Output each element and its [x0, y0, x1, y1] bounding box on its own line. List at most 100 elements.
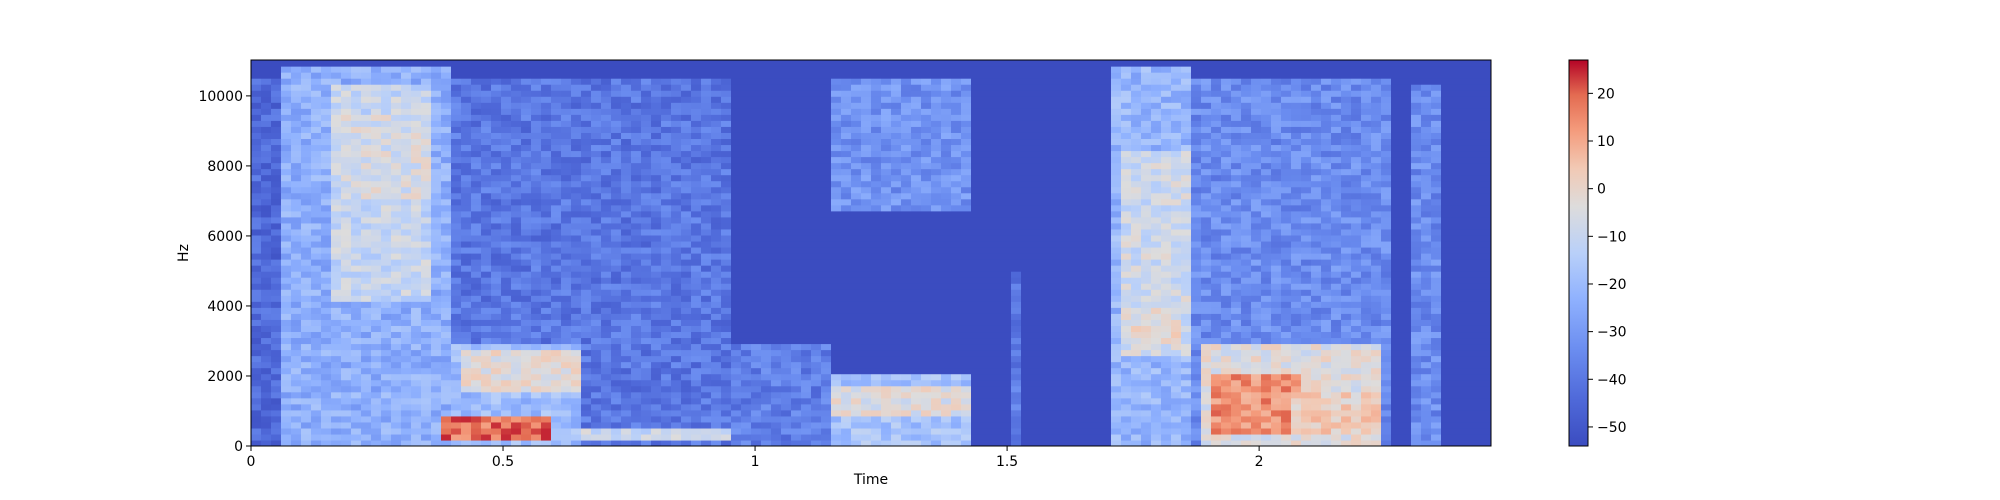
spectrogram-cell — [351, 319, 362, 326]
spectrogram-cell — [251, 210, 262, 218]
spectrogram-cell — [761, 349, 772, 357]
spectrogram-cell — [941, 421, 952, 429]
spectrogram-cell — [381, 313, 392, 320]
spectrogram-cell — [801, 427, 812, 435]
spectrogram-cell — [631, 331, 642, 339]
spectrogram-cell — [621, 397, 632, 405]
spectrogram-cell — [521, 108, 532, 115]
spectrogram-cell — [261, 349, 272, 357]
spectrogram-cell — [551, 174, 562, 182]
spectrogram-cell — [1011, 204, 1022, 212]
spectrogram-cell — [691, 156, 702, 164]
spectrogram-cell — [1011, 253, 1022, 260]
spectrogram-cell — [461, 259, 472, 266]
spectrogram-cell — [381, 204, 392, 212]
spectrogram-cell — [641, 283, 652, 290]
spectrogram-cell — [441, 373, 452, 381]
spectrogram-cell — [301, 343, 312, 351]
spectrogram-cell — [421, 96, 432, 103]
spectrogram-cell — [401, 240, 412, 248]
spectrogram-cell — [661, 144, 672, 152]
spectrogram-cell — [331, 385, 342, 393]
spectrogram-cell — [891, 307, 902, 314]
spectrogram-cell — [671, 114, 682, 121]
spectrogram-cell — [261, 355, 272, 363]
spectrogram-cell — [941, 439, 952, 446]
spectrogram-cell — [821, 132, 832, 140]
spectrogram-cell — [441, 343, 452, 351]
spectrogram-cell — [541, 427, 552, 435]
spectrogram-cell — [731, 228, 742, 236]
spectrogram-cell — [971, 313, 982, 320]
spectrogram-cell — [531, 277, 542, 284]
spectrogram-cell — [741, 168, 752, 176]
spectrogram-cell — [981, 265, 992, 272]
spectrogram-cell — [631, 234, 642, 242]
spectrogram-cell — [821, 114, 832, 121]
spectrogram-cell — [1001, 253, 1012, 260]
spectrogram-cell — [591, 216, 602, 224]
spectrogram-cell — [401, 222, 412, 230]
spectrogram-cell — [811, 427, 822, 435]
spectrogram-cell — [541, 355, 552, 363]
spectrogram-cell — [681, 168, 692, 176]
spectrogram-cell — [381, 379, 392, 387]
spectrogram-cell — [371, 361, 382, 369]
spectrogram-cell — [731, 373, 742, 381]
spectrogram-cell — [921, 204, 932, 212]
spectrogram-cell — [1001, 427, 1012, 435]
spectrogram-cell — [651, 271, 662, 278]
spectrogram-cell — [751, 162, 762, 170]
spectrogram-cell — [991, 96, 1002, 103]
spectrogram-cell — [911, 391, 922, 399]
spectrogram-cell — [871, 66, 882, 73]
spectrogram-cell — [321, 307, 332, 314]
spectrogram-cell — [671, 373, 682, 381]
spectrogram-cell — [991, 355, 1002, 363]
spectrogram-cell — [681, 192, 692, 200]
spectrogram-cell — [301, 138, 312, 146]
spectrogram-cell — [351, 66, 362, 73]
spectrogram-cell — [581, 391, 592, 399]
spectrogram-cell — [641, 433, 652, 441]
spectrogram-cell — [561, 403, 572, 411]
spectrogram-cell — [991, 144, 1002, 152]
spectrogram-cell — [901, 343, 912, 351]
spectrogram-cell — [591, 114, 602, 121]
spectrogram-cell — [411, 337, 422, 345]
spectrogram-cell — [501, 150, 512, 158]
spectrogram-cell — [941, 319, 952, 326]
spectrogram-cell — [821, 427, 832, 435]
spectrogram-cell — [821, 361, 832, 369]
spectrogram-cell — [381, 397, 392, 405]
spectrogram-cell — [851, 108, 862, 115]
spectrogram-cell — [811, 331, 822, 339]
spectrogram-cell — [641, 355, 652, 363]
spectrogram-cell — [611, 174, 622, 182]
spectrogram-cell — [1031, 421, 1042, 429]
spectrogram-cell — [921, 301, 932, 308]
spectrogram-cell — [851, 78, 862, 85]
spectrogram-cell — [581, 427, 592, 435]
spectrogram-cell — [901, 168, 912, 176]
spectrogram-cell — [331, 126, 342, 133]
spectrogram-cell — [491, 307, 502, 314]
spectrogram-cell — [561, 337, 572, 345]
spectrogram-cell — [741, 271, 752, 278]
spectrogram-cell — [611, 277, 622, 284]
spectrogram-cell — [311, 174, 322, 182]
spectrogram-cell — [471, 421, 482, 429]
spectrogram-cell — [871, 415, 882, 423]
spectrogram-cell — [281, 72, 292, 79]
spectrogram-cell — [841, 415, 852, 423]
spectrogram-cell — [741, 246, 752, 254]
spectrogram-cell — [391, 102, 402, 109]
spectrogram-cell — [351, 379, 362, 387]
spectrogram-cell — [561, 325, 572, 333]
spectrogram-cell — [331, 253, 342, 260]
spectrogram-cell — [641, 90, 652, 97]
spectrogram-cell — [871, 277, 882, 284]
spectrogram-cell — [471, 259, 482, 266]
spectrogram-cell — [471, 289, 482, 296]
spectrogram-cell — [821, 246, 832, 254]
